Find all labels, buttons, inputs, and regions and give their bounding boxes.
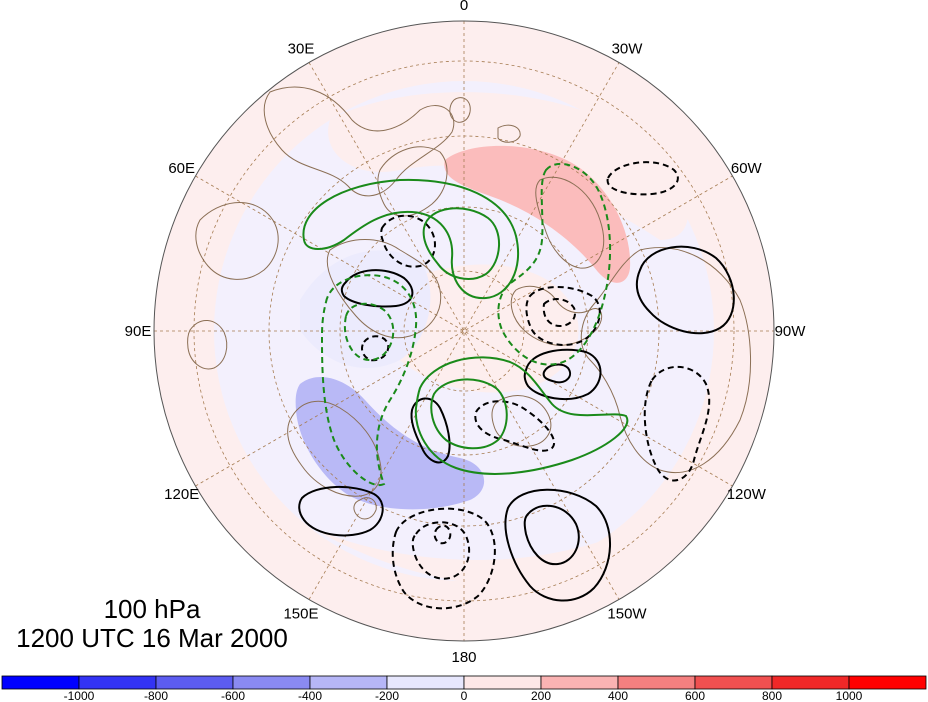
dashed-contour-pacific-mid: [411, 521, 471, 580]
colorbar-swatch: [463, 675, 542, 690]
colorbar-swatch: [155, 675, 234, 690]
lon-label-120e: 120E: [164, 486, 199, 503]
level-title: 100 hPa: [104, 594, 201, 624]
green-contour-arctic-outer: [414, 356, 629, 475]
green-contour-europe-outer: [302, 178, 520, 300]
colorbar-swatch: [386, 675, 465, 690]
dashed-contour-siberia-small: [361, 335, 390, 362]
longitude-labels: 0 30W 60W 90W 120W 150W 180 150E 120E 90E 60E 30E: [125, 0, 807, 666]
solid-contour-siberia: [340, 269, 414, 308]
coast-india: [187, 320, 228, 370]
lon-label-0: 0: [460, 0, 468, 14]
lon-label-150e: 150E: [283, 605, 318, 622]
map-border: [153, 20, 775, 642]
colorbar-tick-label: 400: [608, 689, 628, 702]
dashed-contour-alaska: [474, 400, 555, 452]
green-contours: [302, 178, 629, 475]
dashed-contour-scandinavia: [380, 214, 436, 268]
colorbar-swatch: [771, 675, 850, 690]
shaded-field: [154, 21, 774, 641]
colorbar-swatch: [617, 675, 696, 690]
lon-label-60e: 60E: [168, 160, 195, 177]
coast-east-asia: [287, 400, 382, 497]
green-contour-europe-inner: [422, 207, 501, 280]
lon-label-30e: 30E: [288, 41, 315, 58]
lon-label-60w: 60W: [731, 160, 763, 177]
dashed-contour-pacific-outer: [391, 507, 496, 610]
solid-contour-japan: [298, 485, 384, 537]
colorbar-tick-label: 0: [461, 689, 468, 702]
lon-label-180: 180: [451, 649, 476, 666]
meridian-120: [195, 175, 733, 487]
colorbar-tick-label: 1000: [836, 689, 863, 702]
colorbar-swatch: [78, 675, 157, 690]
dashed-contour-atlantic: [606, 161, 679, 196]
lon-label-90w: 90W: [775, 323, 807, 340]
lon-label-150w: 150W: [607, 605, 647, 622]
dashed-green-siberia-outer: [320, 274, 418, 487]
dashed-contour-arctic-inner: [542, 298, 576, 328]
dashed-green-siberia-inner: [343, 302, 395, 361]
dashed-contour-north-america: [643, 365, 711, 482]
lon-label-90e: 90E: [125, 323, 152, 340]
dashed-green-greenland: [497, 162, 612, 366]
graticule: [154, 21, 774, 641]
colorbar-tick-label: -800: [144, 689, 168, 702]
lat-circle-30: [193, 60, 735, 602]
dashed-green-contours: [320, 162, 612, 487]
coast-british-isles: [449, 97, 471, 123]
colorbar-swatch: [1, 675, 80, 690]
meridian-30: [308, 62, 620, 600]
meridian-60: [195, 175, 733, 487]
lon-label-30w: 30W: [612, 41, 644, 58]
meridian-150: [308, 62, 620, 600]
dashed-contour-arctic: [525, 286, 601, 346]
lat-circle-75: [403, 270, 525, 392]
colorbar-swatch: [540, 675, 619, 690]
coast-scandinavia: [377, 146, 448, 217]
coast-siberia: [326, 239, 442, 339]
coast-iceland: [497, 124, 521, 143]
colorbar-tick-label: 200: [531, 689, 551, 702]
colorbar-tick-label: -600: [221, 689, 245, 702]
solid-contour-north-america: [635, 245, 735, 335]
colorbar-swatch: [848, 675, 927, 690]
solid-contour-pacific-inner: [523, 504, 580, 566]
coast-arabia-africa: [195, 202, 279, 280]
colorbar-tick-label: -1000: [64, 689, 95, 702]
solid-contour-pacific-outer: [504, 488, 611, 602]
colorbar-swatch: [694, 675, 773, 690]
colorbar-swatch: [309, 675, 388, 690]
coast-alaska: [491, 395, 552, 447]
dashed-black-contours: [361, 161, 711, 610]
colorbar-tick-label: -400: [298, 689, 322, 702]
colorbar-tick-label: 600: [685, 689, 705, 702]
dashed-contour-pacific-inner: [433, 524, 452, 545]
green-contour-arctic-inner: [430, 378, 508, 450]
pale-blue-region: [300, 250, 431, 369]
positive-anomaly-patch: [444, 145, 631, 283]
coast-japan: [353, 497, 377, 520]
time-title: 1200 UTC 16 Mar 2000: [16, 623, 288, 653]
lon-label-120w: 120W: [727, 486, 767, 503]
colorbar: -1000 -800 -600 -400 -200 0 200 400 600 800 1000: [1, 675, 927, 702]
solid-contour-arctic-outer: [523, 348, 602, 401]
colorbar-tick-label: 800: [762, 689, 782, 702]
coast-europe: [263, 86, 455, 197]
colorbar-tick-label: -200: [375, 689, 399, 702]
pink-region-south: [300, 470, 720, 586]
colorbar-swatch: [232, 675, 311, 690]
